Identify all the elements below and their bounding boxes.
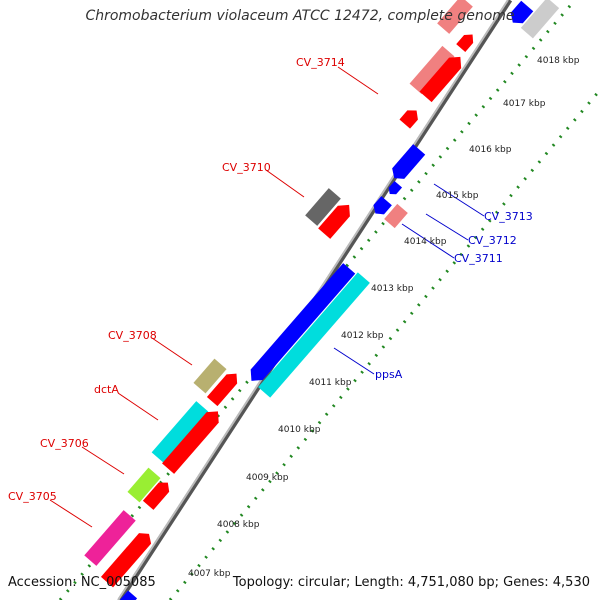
gene-cv3711[interactable] [384, 203, 408, 229]
gene-cv3714[interactable] [409, 45, 455, 95]
label-cv3712[interactable]: CV_3712 [468, 234, 517, 247]
gene-cv3706-arrow[interactable] [142, 478, 173, 510]
gene-cv3714-arrow[interactable] [419, 52, 467, 103]
tick-4018: 4018 kbp [537, 56, 580, 66]
accession-text: Accession: NC_005085 [8, 575, 156, 590]
gene-dcta-arrow[interactable] [162, 406, 224, 474]
tick-4013: 4013 kbp [371, 284, 414, 294]
label-cv3713[interactable]: CV_3713 [484, 210, 533, 223]
label-cv3714[interactable]: CV_3714 [296, 56, 345, 69]
gene-ppsa-blue[interactable] [245, 263, 356, 386]
label-cv3710[interactable]: CV_3710 [222, 161, 271, 174]
tick-4008: 4008 kbp [217, 520, 260, 530]
gene-small-red-top[interactable] [456, 31, 477, 52]
gene-cv3706[interactable] [127, 467, 161, 503]
kbp-tick-labels: 4007 kbp 4008 kbp 4009 kbp 4010 kbp 4011… [188, 56, 580, 579]
forward-genes [84, 0, 477, 588]
gene-blue-top[interactable] [507, 0, 534, 28]
label-dcta[interactable]: dctA [94, 383, 119, 396]
topology-text: Topology: circular; Length: 4,751,080 bp… [232, 575, 590, 590]
label-cv3705[interactable]: CV_3705 [8, 490, 57, 503]
tick-4011: 4011 kbp [309, 378, 352, 388]
tick-4017: 4017 kbp [503, 99, 546, 109]
tick-4014: 4014 kbp [404, 237, 447, 247]
gene-cv3705[interactable] [84, 510, 136, 566]
gene-cv3708-arrow[interactable] [206, 369, 242, 407]
label-cv3706[interactable]: CV_3706 [40, 437, 89, 450]
gene-cv3712[interactable] [370, 196, 392, 218]
tick-4007: 4007 kbp [188, 569, 231, 579]
gene-blue-bottom[interactable] [114, 590, 138, 600]
tick-4015: 4015 kbp [436, 191, 479, 201]
gene-cv3708[interactable] [193, 358, 227, 394]
tick-4009: 4009 kbp [246, 473, 289, 483]
label-ppsa[interactable]: ppsA [375, 368, 403, 381]
gene-small-red[interactable] [399, 106, 421, 129]
genome-title: Chromobacterium violaceum ATCC 12472, co… [85, 8, 515, 24]
gene-cv3705-arrow[interactable] [100, 529, 155, 588]
gene-dcta[interactable] [151, 401, 209, 463]
gene-cv3710-arrow[interactable] [318, 200, 355, 239]
label-cv3708[interactable]: CV_3708 [108, 329, 157, 342]
reverse-genes [114, 0, 560, 600]
left-label-connectors [49, 66, 379, 528]
gene-cv3714-feature[interactable] [437, 0, 473, 34]
gene-cv3713[interactable] [388, 144, 426, 183]
right-label-connectors [333, 183, 485, 375]
left-gene-labels: CV_3714 CV_3710 CV_3708 dctA CV_3706 CV_… [8, 56, 345, 503]
right-gene-labels: CV_3713 CV_3712 CV_3711 ppsA [375, 210, 533, 381]
tick-4010: 4010 kbp [278, 425, 321, 435]
label-cv3711[interactable]: CV_3711 [454, 252, 503, 265]
inner-dotted-guide [168, 89, 600, 600]
gene-cv3710[interactable] [305, 188, 341, 226]
gene-grey-top[interactable] [520, 0, 560, 39]
gene-blue-small[interactable] [386, 180, 403, 197]
tick-4012: 4012 kbp [341, 331, 384, 341]
gene-ppsa[interactable] [258, 272, 370, 398]
tick-4016: 4016 kbp [469, 145, 512, 155]
